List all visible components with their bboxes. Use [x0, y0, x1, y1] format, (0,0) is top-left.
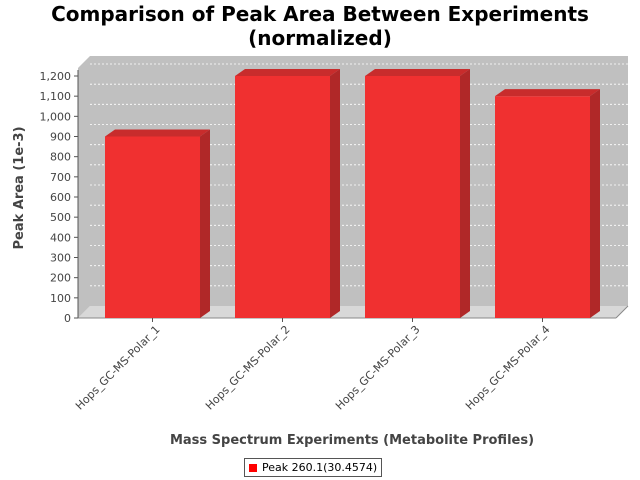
chart-title-line-1: Comparison of Peak Area Between Experime…	[51, 2, 589, 26]
legend-label: Peak 260.1(30.4574)	[262, 461, 378, 474]
bar-side	[200, 129, 210, 318]
y-tick-label: 0	[64, 312, 71, 325]
bar-top	[365, 69, 470, 76]
x-axis-title: Mass Spectrum Experiments (Metabolite Pr…	[170, 433, 534, 448]
y-tick-label: 500	[50, 211, 71, 224]
y-tick-label: 1,100	[40, 90, 72, 103]
bar-side	[330, 69, 340, 318]
x-tick-label: Hops_GC-MS-Polar_3	[333, 323, 423, 413]
floor-side-edge	[615, 305, 629, 319]
bar	[235, 76, 330, 318]
x-tick-label: Hops_GC-MS-Polar_4	[463, 323, 553, 413]
bar-top	[495, 89, 600, 97]
y-tick-label: 300	[50, 252, 71, 265]
y-tick-label: 1,000	[40, 110, 72, 123]
bar-side	[460, 69, 470, 318]
bar-top	[235, 69, 340, 76]
plot-floor	[78, 306, 628, 318]
y-tick-label: 100	[50, 292, 71, 305]
chart-title: Comparison of Peak Area Between Experime…	[0, 2, 640, 50]
chart-legend: Peak 260.1(30.4574)	[244, 458, 383, 477]
bar	[365, 76, 460, 318]
bar	[495, 96, 590, 319]
y-tick-label: 200	[50, 272, 71, 285]
x-tick-label: Hops_GC-MS-Polar_2	[203, 323, 293, 413]
y-tick-label: 600	[50, 191, 71, 204]
bar-side	[590, 89, 600, 319]
bar	[105, 136, 200, 318]
plot-left-wall	[78, 56, 90, 318]
y-tick-label: 700	[50, 171, 71, 184]
y-axis-title: Peak Area (1e-3)	[12, 126, 27, 249]
y-tick-label: 1,200	[40, 70, 72, 83]
chart-title-line-2: (normalized)	[248, 26, 392, 50]
x-tick-label: Hops_GC-MS-Polar_1	[73, 323, 163, 413]
legend-swatch	[249, 463, 257, 472]
bar-top	[105, 129, 210, 137]
y-tick-label: 800	[50, 151, 71, 164]
y-tick-label: 400	[50, 231, 71, 244]
y-tick-label: 900	[50, 131, 71, 144]
